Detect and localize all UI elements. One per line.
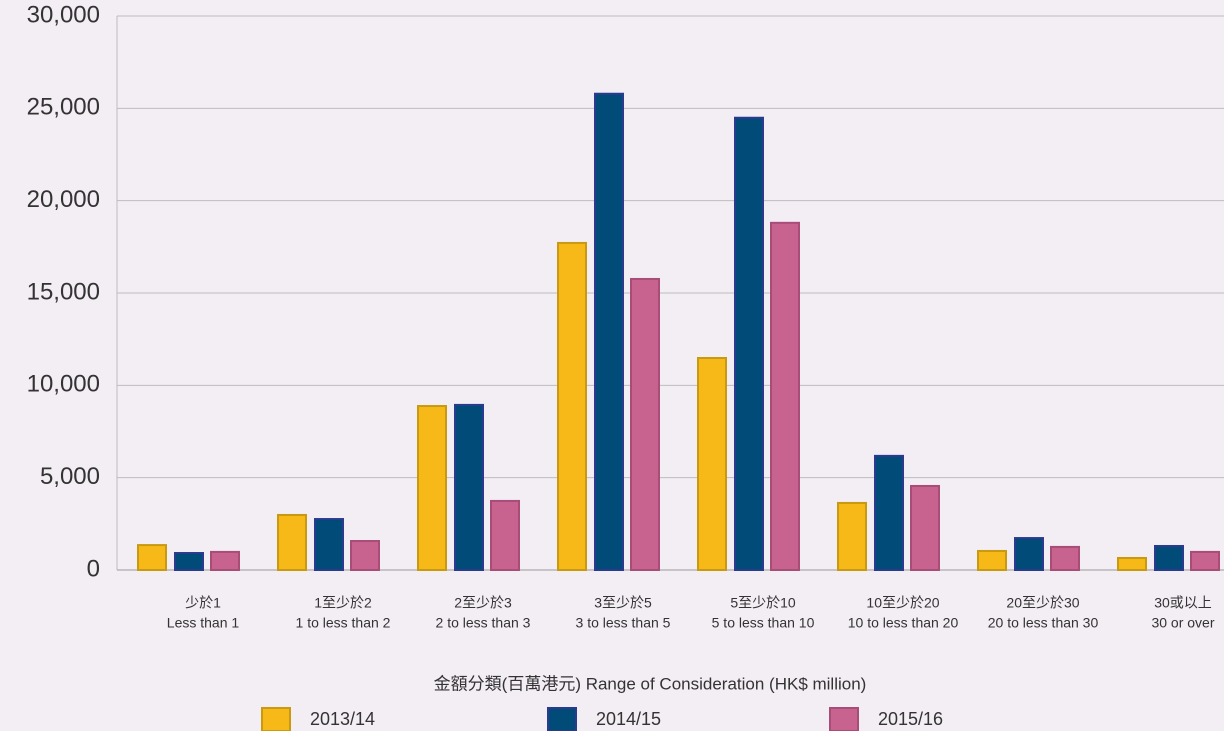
y-tick-label: 15,000 — [27, 278, 100, 305]
bar — [874, 454, 904, 572]
bar — [137, 544, 167, 572]
bar — [314, 518, 344, 571]
x-tick-label: 5至少於10 — [730, 595, 796, 611]
x-axis-title: 金額分類(百萬港元) Range of Consideration (HK$ m… — [434, 674, 867, 693]
y-tick-label: 5,000 — [40, 463, 100, 490]
x-tick-label: 30 or over — [1151, 615, 1214, 631]
bar — [1154, 544, 1184, 572]
x-tick-label: 5 to less than 10 — [712, 615, 815, 631]
bar — [697, 357, 727, 571]
bar — [910, 484, 940, 571]
bar — [1117, 556, 1147, 571]
legend-label: 2013/14 — [310, 709, 375, 729]
bar — [417, 405, 447, 571]
y-tick-label: 25,000 — [27, 94, 100, 121]
bar — [350, 540, 380, 571]
bar — [490, 499, 520, 571]
bar — [1190, 550, 1220, 571]
bar — [594, 92, 624, 572]
legend-swatch — [829, 707, 859, 731]
bar — [770, 221, 800, 571]
x-tick-label: 1 to less than 2 — [296, 615, 391, 631]
legend-label: 2014/15 — [596, 709, 661, 729]
x-tick-label: 2 to less than 3 — [436, 615, 531, 631]
bar — [277, 513, 307, 572]
x-tick-label: 2至少於3 — [454, 595, 512, 611]
bar — [454, 403, 484, 571]
x-tick-label: 少於1 — [185, 595, 221, 611]
y-tick-label: 20,000 — [27, 186, 100, 213]
bar — [977, 549, 1007, 571]
bar — [174, 552, 204, 572]
y-tick-label: 0 — [87, 555, 100, 582]
x-tick-label: 20 to less than 30 — [988, 615, 1099, 631]
bar — [210, 550, 240, 571]
x-tick-label: 20至少於30 — [1006, 595, 1079, 611]
x-tick-label: 10至少於20 — [866, 595, 939, 611]
x-tick-label: 30或以上 — [1154, 595, 1212, 611]
legend-label: 2015/16 — [878, 709, 943, 729]
bar — [1050, 545, 1080, 572]
y-tick-label: 30,000 — [27, 1, 100, 28]
bar — [557, 241, 587, 572]
bar — [837, 501, 867, 571]
x-tick-label: 1至少於2 — [314, 595, 372, 611]
x-tick-label: 10 to less than 20 — [848, 615, 959, 631]
bar — [1014, 537, 1044, 572]
bar — [630, 277, 660, 571]
bar — [734, 116, 764, 571]
y-tick-label: 10,000 — [27, 371, 100, 398]
x-tick-label: Less than 1 — [167, 615, 240, 631]
legend-swatch — [261, 707, 291, 731]
legend-swatch — [547, 707, 577, 731]
x-tick-label: 3 to less than 5 — [576, 615, 671, 631]
x-tick-label: 3至少於5 — [594, 595, 652, 611]
